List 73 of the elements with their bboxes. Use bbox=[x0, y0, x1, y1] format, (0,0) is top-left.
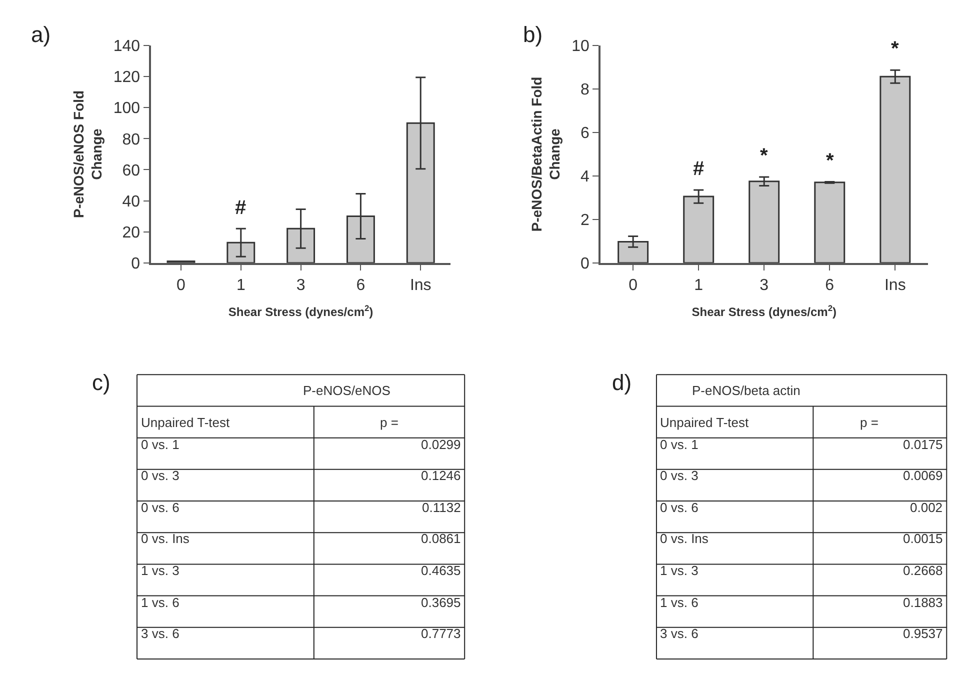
text: 0.0861 bbox=[421, 531, 461, 546]
x-tick-label: Ins bbox=[410, 276, 432, 294]
x-tick-label: 3 bbox=[296, 276, 306, 294]
y-tick-label: 20 bbox=[122, 224, 140, 242]
text: 0.1883 bbox=[903, 595, 943, 610]
x-tick-label: 1 bbox=[236, 276, 246, 294]
y-axis-title: P-eNOS/eNOS Fold Change bbox=[70, 90, 104, 218]
x-tick-label: 6 bbox=[356, 276, 366, 294]
text: 0.7773 bbox=[421, 626, 461, 641]
text: P-eNOS/eNOS bbox=[303, 383, 391, 398]
annotation: # bbox=[693, 158, 704, 180]
text: 0.3695 bbox=[421, 595, 461, 610]
annotation: * bbox=[826, 150, 834, 172]
text: 0.4635 bbox=[421, 563, 461, 578]
text: 3 vs. 6 bbox=[660, 626, 698, 641]
y-tick-label: 6 bbox=[580, 125, 590, 142]
x-tick-label: Ins bbox=[884, 276, 906, 294]
annotation: * bbox=[760, 145, 768, 167]
x-tick-label: 1 bbox=[694, 276, 704, 294]
y-tick-label: 80 bbox=[122, 131, 140, 148]
text: 0 vs. Ins bbox=[141, 531, 190, 546]
x-tick-label: 0 bbox=[628, 276, 638, 294]
text: 0.002 bbox=[910, 500, 943, 515]
text: 1 vs. 3 bbox=[660, 563, 698, 578]
text: 0.0175 bbox=[903, 437, 943, 452]
chart-title: b) bbox=[523, 22, 543, 47]
text: 0.1246 bbox=[421, 468, 461, 483]
text: 0.1132 bbox=[422, 500, 461, 515]
text: c) bbox=[92, 370, 110, 395]
text: Unpaired T-test bbox=[660, 415, 750, 430]
annotation: * bbox=[891, 38, 899, 60]
bar bbox=[814, 182, 846, 263]
y-tick-label: 40 bbox=[122, 193, 140, 210]
text: 0 vs. 3 bbox=[141, 468, 180, 483]
y-tick-label: 10 bbox=[572, 38, 590, 56]
text: 0 vs. 3 bbox=[660, 468, 698, 483]
text: 0 vs. 1 bbox=[660, 437, 698, 452]
y-tick-label: 8 bbox=[580, 82, 590, 99]
text: 0 vs. Ins bbox=[660, 531, 709, 546]
y-tick-label: 100 bbox=[113, 100, 140, 118]
text: 0 vs. 6 bbox=[660, 500, 698, 515]
text: 3 vs. 6 bbox=[141, 626, 180, 641]
x-tick-label: 3 bbox=[760, 276, 769, 294]
text: 0.2668 bbox=[903, 563, 943, 578]
text: 1 vs. 3 bbox=[141, 563, 180, 578]
text: 0.0069 bbox=[903, 468, 943, 483]
y-tick-label: 120 bbox=[113, 69, 140, 86]
text: p = bbox=[380, 415, 398, 430]
text: d) bbox=[612, 370, 632, 395]
y-tick-label: 0 bbox=[580, 255, 590, 272]
text: 0 vs. 1 bbox=[141, 437, 180, 452]
text: 1 vs. 6 bbox=[660, 595, 698, 610]
text: 0.0299 bbox=[421, 437, 461, 452]
chart-title: a) bbox=[31, 22, 51, 47]
y-tick-label: 60 bbox=[122, 162, 140, 180]
annotation: # bbox=[235, 197, 246, 219]
text: 0.9537 bbox=[903, 626, 943, 641]
y-tick-label: 0 bbox=[131, 255, 140, 272]
y-tick-label: 4 bbox=[580, 168, 590, 186]
text: 0.0015 bbox=[903, 531, 943, 546]
x-axis-title: Shear Stress (dynes/cm$^{2}$) bbox=[692, 303, 836, 320]
x-tick-label: 0 bbox=[176, 276, 186, 294]
x-tick-label: 6 bbox=[825, 276, 834, 294]
y-axis-title: P-eNOS/BetaActin Fold Change bbox=[528, 76, 563, 232]
text: 1 vs. 6 bbox=[141, 595, 180, 610]
text: 0 vs. 6 bbox=[141, 500, 180, 515]
y-tick-label: 140 bbox=[113, 38, 140, 56]
x-axis-title: Shear Stress (dynes/cm$^{2}$) bbox=[228, 303, 374, 320]
text: p = bbox=[860, 415, 878, 430]
bar bbox=[748, 180, 780, 263]
text: Unpaired T-test bbox=[141, 415, 230, 430]
y-tick-label: 2 bbox=[580, 212, 590, 229]
text: P-eNOS/beta actin bbox=[692, 383, 800, 398]
